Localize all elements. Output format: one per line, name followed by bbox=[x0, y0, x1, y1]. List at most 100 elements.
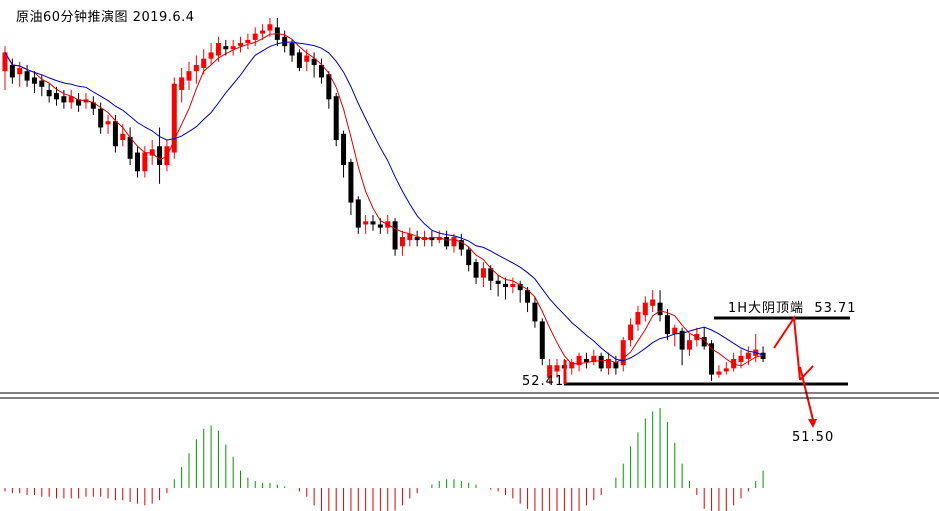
candle-body bbox=[407, 233, 413, 241]
candle-body bbox=[215, 43, 221, 56]
candle-body bbox=[488, 268, 494, 281]
candle-body bbox=[348, 161, 354, 203]
candle-body bbox=[311, 58, 317, 65]
candle-body bbox=[745, 352, 751, 359]
candle-body bbox=[760, 352, 766, 359]
projection-path bbox=[773, 315, 801, 381]
candle-body bbox=[613, 362, 619, 369]
candle-body bbox=[510, 283, 516, 288]
candle-body bbox=[289, 43, 295, 56]
candle-body bbox=[466, 249, 472, 266]
candle-body bbox=[304, 55, 310, 62]
candle-body bbox=[576, 355, 582, 366]
projection-arrowhead bbox=[808, 419, 817, 428]
candle-body bbox=[61, 96, 67, 103]
candle-body bbox=[201, 58, 207, 69]
candle-body bbox=[517, 283, 523, 291]
candle-body bbox=[525, 290, 531, 303]
candle-body bbox=[134, 152, 140, 172]
level-label-top: 1H大阴顶端 53.71 bbox=[728, 297, 857, 316]
candle-body bbox=[46, 89, 52, 97]
candle-body bbox=[171, 83, 177, 153]
ma-fast-line bbox=[4, 33, 764, 367]
macd-histogram-layer bbox=[4, 408, 764, 511]
candle-body bbox=[591, 355, 597, 363]
candle-body bbox=[547, 365, 553, 378]
candle-body bbox=[635, 312, 641, 325]
candle-body bbox=[105, 121, 111, 125]
candle-body bbox=[17, 68, 23, 75]
candle-body bbox=[2, 52, 8, 72]
candle-body bbox=[252, 33, 258, 40]
level-label-top-value: 53.71 bbox=[814, 301, 857, 316]
candle-body bbox=[282, 36, 288, 47]
candle-body bbox=[451, 236, 457, 247]
candle-body bbox=[532, 302, 538, 322]
candle-body bbox=[39, 80, 45, 87]
candle-body bbox=[267, 24, 273, 31]
candle-body bbox=[355, 199, 361, 228]
candle-body bbox=[598, 355, 604, 369]
candle-body bbox=[377, 224, 383, 228]
candle-body bbox=[414, 236, 420, 241]
candle-body bbox=[502, 283, 508, 288]
candle-body bbox=[90, 102, 96, 109]
candle-body bbox=[686, 340, 692, 350]
candle-body bbox=[179, 77, 185, 90]
candle-body bbox=[679, 330, 685, 350]
candle-body bbox=[326, 74, 332, 100]
candle-body bbox=[208, 52, 214, 59]
candle-body bbox=[664, 315, 670, 334]
candle-body bbox=[9, 64, 15, 78]
candle-body bbox=[583, 358, 589, 363]
candle-body bbox=[650, 299, 656, 306]
candle-body bbox=[480, 268, 486, 278]
candle-body bbox=[238, 43, 244, 47]
candle-body bbox=[223, 46, 229, 50]
candle-body bbox=[149, 149, 155, 156]
candle-body bbox=[569, 362, 575, 369]
candle-body bbox=[554, 365, 560, 372]
annotation-layer bbox=[0, 315, 939, 428]
candle-body bbox=[399, 236, 405, 247]
candle-body bbox=[458, 240, 464, 250]
candle-body bbox=[723, 368, 729, 372]
candle-body bbox=[709, 343, 715, 375]
candle-body bbox=[112, 121, 118, 147]
ma-slow-line bbox=[4, 41, 764, 362]
candle-body bbox=[495, 280, 501, 284]
candle-body bbox=[341, 133, 347, 166]
level-label-top-text: 1H大阴顶端 bbox=[728, 301, 805, 316]
candle-body bbox=[98, 108, 104, 128]
candle-body bbox=[318, 64, 324, 78]
candle-body bbox=[333, 96, 339, 140]
candle-body bbox=[620, 340, 626, 366]
candle-body bbox=[186, 71, 192, 81]
candle-body bbox=[54, 93, 60, 100]
candle-body bbox=[127, 136, 133, 159]
candle-body bbox=[738, 355, 744, 363]
candle-body bbox=[245, 39, 251, 44]
candle-body bbox=[68, 96, 74, 103]
candles-layer bbox=[2, 18, 766, 384]
candle-body bbox=[76, 99, 82, 106]
candle-body bbox=[716, 371, 722, 375]
candle-body bbox=[260, 30, 266, 34]
level-label-target: 51.50 bbox=[792, 430, 835, 445]
chart-title: 原油60分钟推演图 2019.6.4 bbox=[16, 10, 195, 25]
candle-body bbox=[606, 358, 612, 369]
candle-body bbox=[31, 77, 37, 84]
candle-body bbox=[657, 302, 663, 316]
moving-averages-layer bbox=[4, 33, 764, 367]
candle-body bbox=[672, 327, 678, 334]
candle-body bbox=[120, 133, 126, 140]
candle-body bbox=[296, 52, 302, 69]
candle-body bbox=[429, 236, 435, 241]
candle-body bbox=[142, 152, 148, 172]
candle-body bbox=[422, 236, 428, 241]
level-label-support: 52.41 bbox=[522, 374, 565, 389]
candle-body bbox=[157, 146, 163, 166]
candle-body bbox=[539, 321, 545, 359]
candle-body bbox=[444, 236, 450, 247]
